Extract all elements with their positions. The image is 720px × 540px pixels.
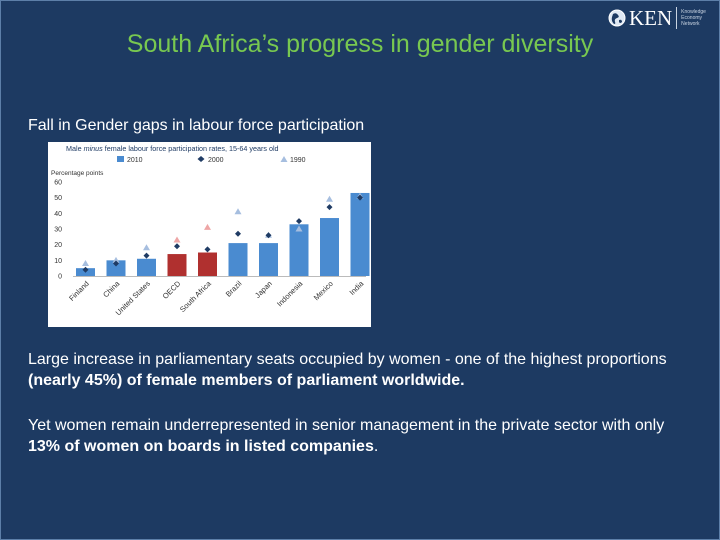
y-tick-label: 40 [54,211,62,218]
x-tick-label: Brazil [224,279,244,299]
marker-1990 [112,256,120,263]
slide-subtitle: Fall in Gender gaps in labour force part… [28,117,365,134]
marker-2000 [326,204,333,211]
chart-title-part: Male [66,144,84,153]
ken-logo: KEN Knowledge Economy Network [608,4,706,32]
marker-1990 [204,223,211,230]
x-tick-label: Japan [253,279,274,300]
legend-label-2010: 2010 [127,157,143,164]
boards-period: . [373,438,379,455]
bar-2010 [167,254,187,276]
slide-title: South Africa’s progress in gender divers… [126,30,594,58]
legend-swatch-2010 [117,156,124,162]
parliament-highlight: (nearly 45%) of female members of parlia… [28,372,465,389]
legend-marker-2000 [197,156,205,162]
logo-tagline: Knowledge Economy Network [681,9,706,27]
y-tick-label: 20 [54,242,62,249]
marker-2000 [113,260,119,267]
x-tick-label: OECD [161,279,183,301]
y-tick-label: 10 [54,258,62,265]
x-tick-label: Finland [67,279,91,303]
parliament-text: Large increase in parliamentary seats oc… [28,351,667,368]
bar-2010 [350,192,370,276]
y-tick-label: 60 [54,180,62,187]
x-tick-label: India [348,278,366,296]
chart-title-part: female labour force participation rates,… [103,144,279,153]
marker-1990 [82,259,89,266]
logo-tagline-line: Economy [681,15,703,21]
legend-marker-1990 [280,156,288,162]
marker-2000 [204,246,211,253]
x-tick-label: Indonesia [275,278,305,308]
bar-2010 [198,252,217,276]
logo-tagline-line: Network [681,21,700,27]
marker-2000 [357,194,363,201]
bar-2010 [228,243,248,276]
bar-2010 [106,260,126,276]
y-tick-label: 50 [54,195,62,202]
chart-title: Male minus female labour force participa… [66,144,279,153]
bar-2010 [320,218,339,276]
logo-divider [676,7,678,29]
bar-2010 [289,224,309,276]
bar-chart: Male minus female labour force participa… [51,144,370,317]
x-tick-label: South Africa [178,278,214,314]
chart-title-part: minus [84,144,104,153]
logo-tagline-line: Knowledge [681,9,706,15]
globe-icon [608,9,626,27]
x-tick-label: Mexico [312,279,335,302]
x-tick-label: China [101,278,122,299]
logo-text: KEN [629,5,673,30]
marker-2000 [296,218,302,225]
boards-text: Yet women remain underrepresented in sen… [28,417,665,434]
marker-1990 [234,208,242,215]
marker-1990 [326,195,333,202]
marker-2000 [143,252,150,259]
marker-2000 [82,266,89,273]
y-axis-label: Percentage points [51,170,104,177]
legend-label-2000: 2000 [208,157,224,164]
legend-label-1990: 1990 [290,157,306,164]
marker-1990 [173,236,181,243]
marker-2000 [174,243,180,250]
marker-1990 [295,225,303,232]
marker-1990 [143,244,150,251]
marker-2000 [235,230,241,237]
bar-2010 [137,258,156,276]
boards-paragraph: Yet women remain underrepresented in sen… [28,415,698,457]
y-tick-label: 0 [58,274,62,281]
y-tick-label: 30 [54,227,62,234]
marker-2000 [265,232,272,239]
boards-highlight: 13% of women on boards in listed compani… [28,438,374,455]
chart-panel: Male minus female labour force participa… [48,142,371,327]
parliament-paragraph: Large increase in parliamentary seats oc… [28,349,698,391]
bar-2010 [259,243,278,276]
